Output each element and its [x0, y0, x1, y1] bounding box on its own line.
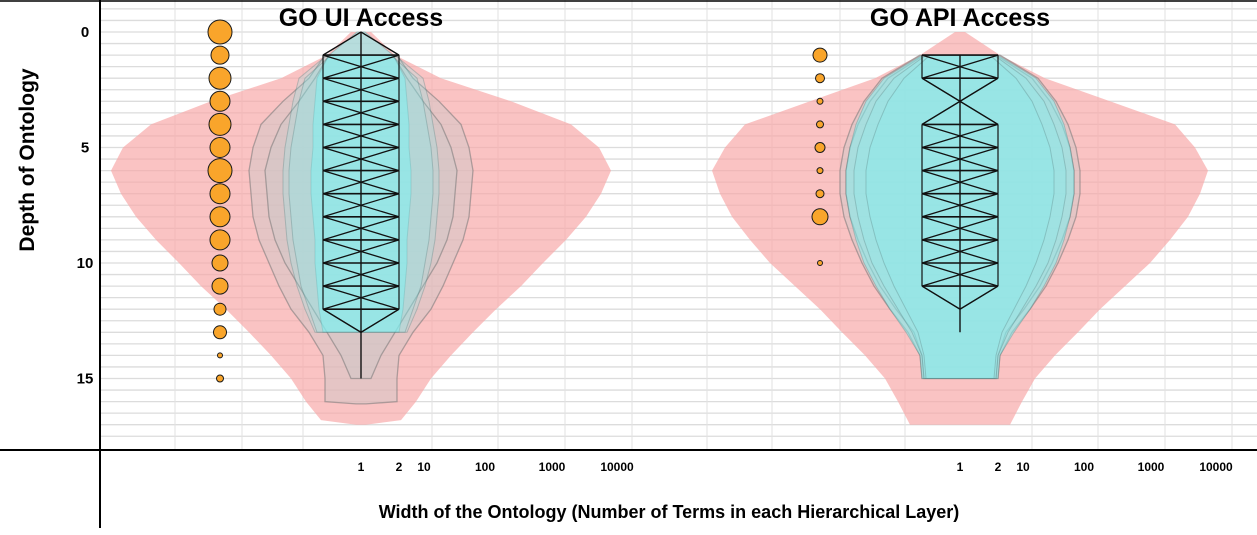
depth-bubble	[816, 120, 824, 129]
lattice	[921, 54, 999, 333]
y-axis-label: Depth of Ontology	[16, 68, 39, 251]
depth-bubble	[207, 19, 233, 45]
panel-ui	[111, 19, 611, 425]
depth-bubble	[207, 158, 233, 184]
lattice-diagonal	[322, 54, 400, 79]
depth-bubble	[814, 142, 826, 153]
depth-bubble	[815, 73, 825, 84]
x-tick-label: 1	[957, 460, 964, 474]
depth-bubble	[209, 206, 231, 228]
lattice	[322, 31, 400, 379]
depth-bubble	[209, 90, 231, 112]
lattice-edge	[959, 100, 999, 125]
depth-bubble	[816, 97, 824, 105]
depth-bubble	[208, 112, 232, 136]
y-tick-labels: 0 5 10 15	[77, 24, 94, 388]
x-axis-label: Width of the Ontology (Number of Terms i…	[379, 502, 960, 522]
depth-bubble	[211, 254, 229, 272]
x-tick-label: 2	[396, 460, 403, 474]
lattice-diagonal	[921, 123, 999, 149]
bubbles	[207, 19, 233, 383]
lattice-diagonal	[322, 100, 400, 126]
lattice-edge	[959, 77, 999, 102]
depth-bubble	[816, 167, 824, 175]
lattice-edge	[322, 31, 362, 56]
lattice-edge	[360, 31, 400, 56]
x-tick-label: 1000	[539, 460, 566, 474]
lattice-edge	[921, 285, 961, 310]
depth-bubble	[211, 277, 229, 295]
lattice-diagonal	[322, 285, 400, 310]
x-tick-label: 10	[417, 460, 431, 474]
lattice-diagonal	[921, 146, 999, 172]
depth-bubble	[209, 183, 231, 205]
x-tick-label: 1	[358, 460, 365, 474]
depth-bubble	[213, 302, 227, 316]
lattice-edge	[921, 100, 961, 125]
depth-bubble	[217, 352, 223, 359]
lattice-edge	[959, 285, 999, 310]
y-tick-label: 15	[77, 371, 94, 388]
y-tick-label: 0	[81, 24, 89, 41]
x-tick-label: 100	[1074, 460, 1094, 474]
depth-bubble	[216, 374, 224, 383]
panels	[111, 19, 1208, 425]
x-tick-label: 10000	[1199, 460, 1233, 474]
x-tick-label: 100	[475, 460, 495, 474]
lattice-edge	[360, 308, 400, 333]
lattice-edge	[921, 77, 961, 102]
x-tick-label: 2	[995, 460, 1002, 474]
lattice-edge	[322, 308, 362, 333]
lattice-diagonal	[322, 216, 400, 241]
depth-bubble	[208, 66, 232, 90]
lattice-diagonal	[322, 193, 400, 218]
lattice-diagonal	[921, 262, 999, 287]
lattice-diagonal	[921, 239, 999, 264]
y-tick-label: 10	[77, 255, 94, 272]
lattice-diagonal	[322, 123, 400, 149]
depth-bubble	[815, 189, 825, 199]
panel-title-api: GO API Access	[870, 4, 1050, 32]
lattice-diagonal	[921, 169, 999, 195]
y-tick-label: 5	[81, 140, 89, 157]
lattice-diagonal	[322, 239, 400, 264]
depth-bubble	[812, 47, 828, 63]
bubbles	[811, 47, 829, 266]
lattice-diagonal	[921, 54, 999, 79]
depth-bubble	[209, 229, 231, 251]
lattice-diagonal	[322, 77, 400, 102]
lattice-diagonal	[921, 216, 999, 241]
x-tick-label: 10000	[600, 460, 634, 474]
panel-title-ui: GO UI Access	[279, 4, 443, 32]
depth-bubble	[213, 325, 227, 340]
lattice-diagonal	[921, 193, 999, 218]
x-tick-label: 10	[1016, 460, 1030, 474]
depth-bubble	[210, 45, 230, 65]
depth-bubble	[209, 137, 231, 158]
lattice-diagonal	[322, 169, 400, 195]
lattice-diagonal	[322, 146, 400, 172]
x-tick-labels: 1 2 10 100 1000 10000 1 2 10 100 1000 10000	[358, 460, 1233, 474]
lattice-diagonal	[322, 262, 400, 287]
panel-api	[712, 32, 1208, 425]
x-tick-label: 1000	[1138, 460, 1165, 474]
depth-bubble	[817, 260, 823, 266]
depth-bubble	[811, 208, 829, 226]
